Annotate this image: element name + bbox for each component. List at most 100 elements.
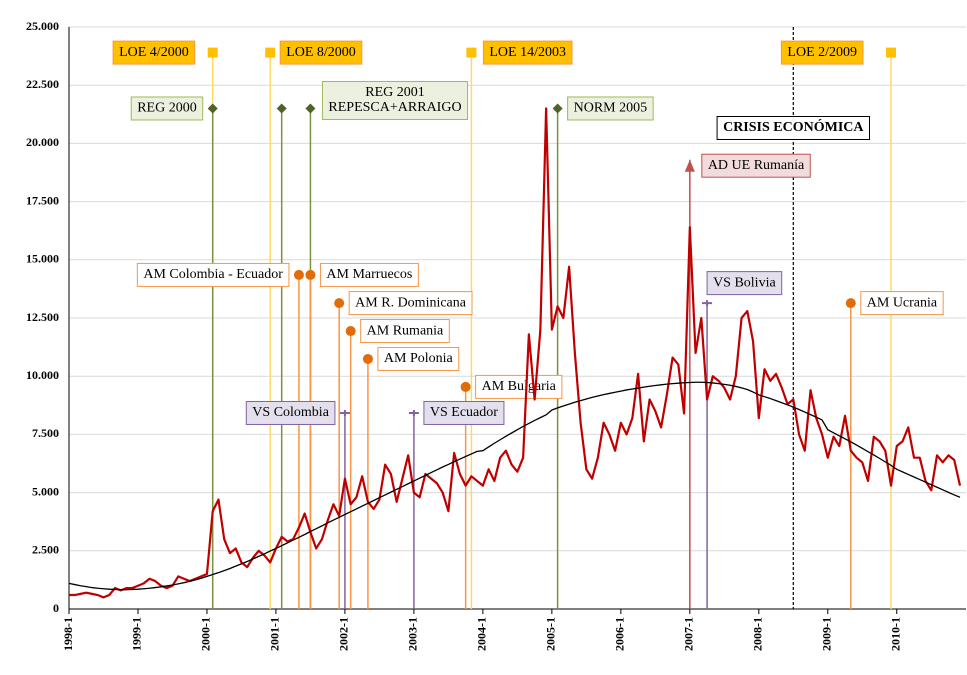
event-marker xyxy=(460,381,471,392)
annotation-label: AD UE Rumanía xyxy=(701,153,811,178)
x-tick-label: 2005-1 xyxy=(544,617,558,651)
label-box xyxy=(360,319,450,344)
label-text: AM Rumania xyxy=(367,323,444,338)
y-tick-label: 5.000 xyxy=(32,484,59,498)
annotation-label: AM Marruecos xyxy=(319,262,419,287)
y-tick-label: 22.500 xyxy=(26,77,59,91)
event-marker xyxy=(339,409,350,416)
event-marker xyxy=(845,298,856,309)
annotation-label: AM Colombia - Ecuador xyxy=(136,262,290,287)
label-box xyxy=(860,291,944,316)
event-marker xyxy=(466,47,477,58)
x-tick-label: 2003-1 xyxy=(406,617,420,651)
annotation-label: AM Rumania xyxy=(360,319,450,344)
annotation-label: LOE 8/2000 xyxy=(279,40,363,65)
annotation-label: NORM 2005 xyxy=(567,96,654,121)
y-tick-label: 25.000 xyxy=(26,19,59,33)
label-text: NORM 2005 xyxy=(574,101,648,116)
y-tick-label: 7.500 xyxy=(32,426,59,440)
event-marker xyxy=(265,47,276,58)
x-tick-label: 2002-1 xyxy=(337,617,351,651)
x-tick-label: 2009-1 xyxy=(820,617,834,651)
y-tick-label: 12.500 xyxy=(26,310,59,324)
trend-line xyxy=(68,381,961,591)
label-box xyxy=(245,400,336,425)
label-text: AM Bulgaria xyxy=(482,379,557,394)
event-marker xyxy=(684,159,695,172)
annotation-label: VS Colombia xyxy=(245,400,336,425)
label-text: LOE 4/2000 xyxy=(119,45,189,60)
event-marker xyxy=(305,103,316,114)
label-box xyxy=(780,40,864,65)
event-marker xyxy=(334,298,345,309)
label-text: REG 2001 xyxy=(365,85,425,100)
x-tick-label: 2000-1 xyxy=(199,617,213,651)
label-text: AM Marruecos xyxy=(326,267,412,282)
x-tick-label: 2006-1 xyxy=(613,617,627,651)
annotation-labels: LOE 4/2000 LOE 8/2000 LOE 14/2003 LOE 2/200… xyxy=(112,40,944,425)
label-text: VS Ecuador xyxy=(430,405,498,420)
label-box xyxy=(279,40,363,65)
label-text: VS Bolivia xyxy=(713,275,776,290)
label-box xyxy=(348,291,473,316)
label-text: REG 2000 xyxy=(137,101,197,116)
label-text: LOE 2/2009 xyxy=(787,45,857,60)
label-text: VS Colombia xyxy=(252,405,329,420)
event-marker xyxy=(293,269,304,280)
data-line xyxy=(69,107,962,599)
annotation-label: REG 2000 xyxy=(130,96,204,121)
annotation-label: VS Bolivia xyxy=(706,271,783,296)
x-tick-label: 1998-1 xyxy=(61,617,75,651)
event-marker xyxy=(345,326,356,337)
annotation-label: AM Bulgaria xyxy=(475,374,563,399)
label-text: AM R. Dominicana xyxy=(355,295,467,310)
annotation-lines xyxy=(211,27,892,609)
event-marker xyxy=(305,269,316,280)
y-tick-label: 10.000 xyxy=(26,368,59,382)
label-box xyxy=(567,96,654,121)
label-box xyxy=(319,262,419,287)
annotation-label: CRISIS ECONÓMICA xyxy=(716,116,871,140)
event-marker xyxy=(362,353,373,364)
event-marker xyxy=(408,409,419,416)
annotation-label: AM R. Dominicana xyxy=(348,291,473,316)
x-tick-label: 1999-1 xyxy=(130,617,144,651)
label-box xyxy=(130,96,204,121)
event-marker xyxy=(207,47,218,58)
annotation-label: LOE 2/2009 xyxy=(780,40,864,65)
label-box xyxy=(321,80,469,120)
label-box xyxy=(716,116,871,140)
annotation-label: LOE 14/2003 xyxy=(482,40,573,65)
annotation-label: LOE 4/2000 xyxy=(112,40,196,65)
annotation-label: AM Ucrania xyxy=(860,291,944,316)
label-box xyxy=(475,374,563,399)
label-box xyxy=(706,271,783,296)
x-tick-label: 2007-1 xyxy=(682,617,696,651)
label-box xyxy=(701,153,811,178)
label-box xyxy=(112,40,196,65)
label-box xyxy=(482,40,573,65)
event-marker xyxy=(702,300,713,307)
annotation-label: VS Ecuador xyxy=(423,400,505,425)
label-text: LOE 14/2003 xyxy=(489,45,566,60)
x-tick-label: 2008-1 xyxy=(751,617,765,651)
y-tick-label: 20.000 xyxy=(26,135,59,149)
x-tick-label: 2001-1 xyxy=(268,617,282,651)
event-marker xyxy=(552,103,563,114)
x-tick-label: 2004-1 xyxy=(475,617,489,651)
y-tick-label: 0 xyxy=(53,601,59,615)
label-text: AM Polonia xyxy=(384,351,454,366)
annotation-markers xyxy=(207,47,897,416)
label-text: LOE 8/2000 xyxy=(286,45,356,60)
label-box xyxy=(423,400,505,425)
x-tick-label: 2010-1 xyxy=(889,617,903,651)
annotation-label: AM Polonia xyxy=(377,346,460,371)
event-marker xyxy=(276,103,287,114)
y-tick-label: 15.000 xyxy=(26,252,59,266)
event-marker xyxy=(207,103,218,114)
label-box xyxy=(377,346,460,371)
label-text: REPESCA+ARRAIGO xyxy=(328,100,461,115)
y-tick-label: 2.500 xyxy=(32,543,59,557)
